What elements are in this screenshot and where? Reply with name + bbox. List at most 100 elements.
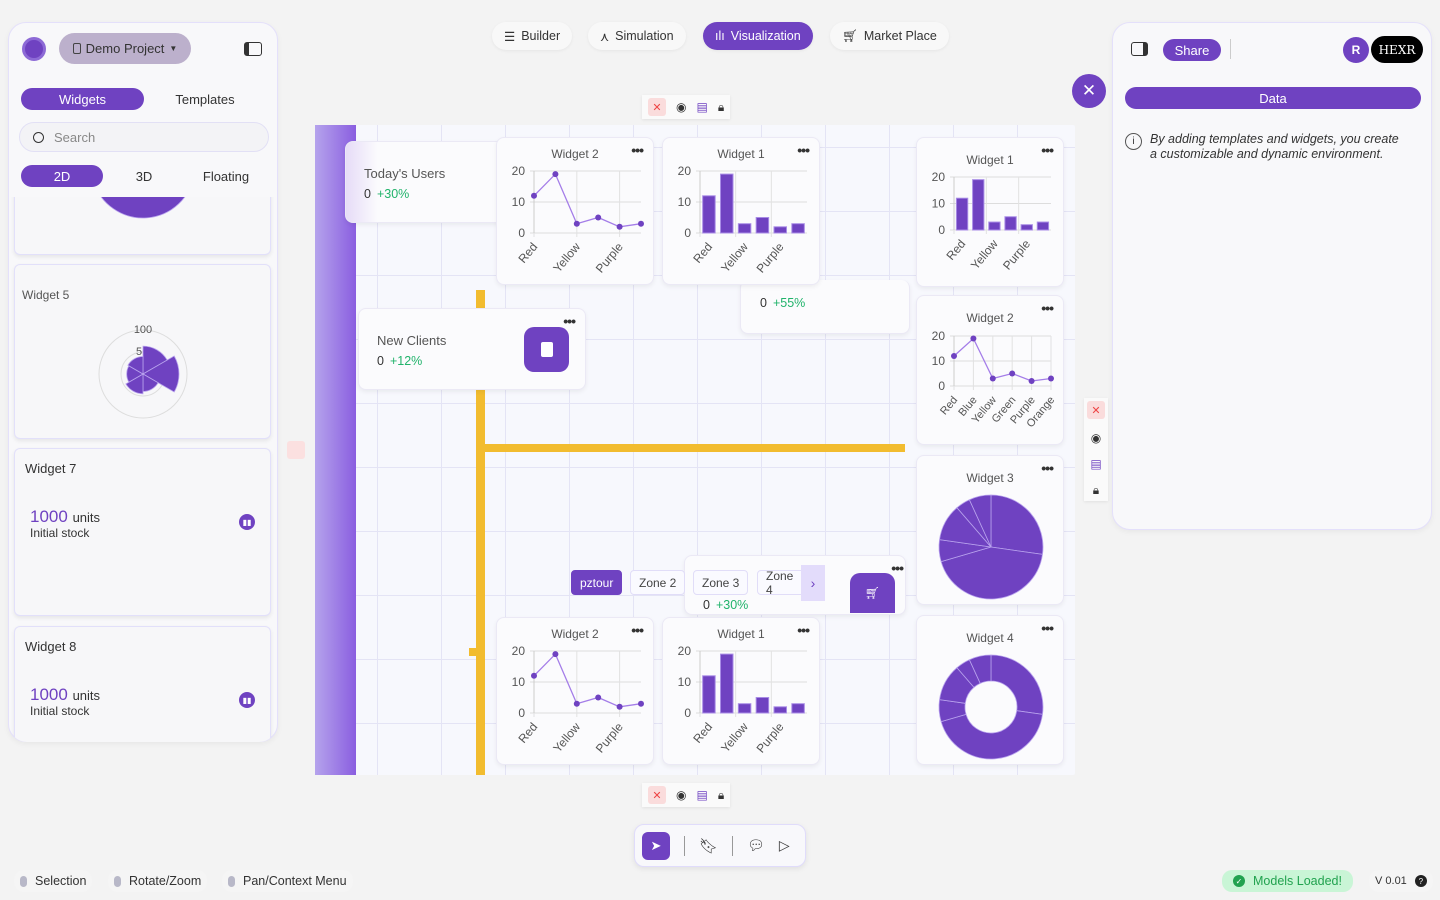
tab-templates[interactable]: Templates (175, 91, 235, 107)
project-dropdown[interactable]: Demo Project ▼ (59, 33, 191, 64)
more-icon[interactable]: ••• (1041, 300, 1054, 316)
stock-caption: Initial stock (30, 704, 90, 718)
widget-card-5[interactable]: Widget 5 100 5 (14, 264, 271, 439)
models-status: Models Loaded! (1253, 874, 1342, 888)
help-icon[interactable]: ? (1414, 875, 1427, 887)
zones-next-button[interactable]: › (801, 565, 825, 601)
x-tick-label: Purple (593, 720, 626, 756)
doughnut-chart (938, 654, 1044, 760)
tab-widgets[interactable]: Widgets (21, 88, 144, 110)
hint-rotate-zoom: Rotate/Zoom (108, 870, 208, 892)
widget-3-card[interactable]: Widget 3 ••• (916, 455, 1064, 605)
bookmark-icon[interactable]: 🔖︎ (699, 837, 719, 855)
document-icon (524, 327, 569, 372)
zone-3[interactable]: Zone 3 (693, 570, 749, 595)
canvas-toolbar-bottom: ✕ ◉ ▤ 🔒︎ (642, 783, 731, 807)
kpi-todays-users[interactable]: Today's Users 0 +30% (345, 141, 505, 223)
more-icon[interactable]: ••• (631, 142, 644, 158)
bar (955, 197, 969, 231)
widget-title: Widget 4 (966, 631, 1014, 645)
more-icon[interactable]: ••• (1041, 142, 1054, 158)
widget-1-card-right[interactable]: Widget 1 ••• 0 10 20 Red Yellow Purple (916, 137, 1064, 287)
pie-slice (100, 197, 186, 219)
kpi-value: 0 +12% (377, 354, 446, 368)
sidebar-toggle-icon[interactable] (244, 42, 262, 56)
data-point (616, 703, 623, 710)
nav-label: Visualization (730, 29, 801, 43)
nav-market-place[interactable]: 🛒︎ Market Place (830, 22, 949, 50)
bottom-toolbar: ➤ 🔖︎ 💬︎ ▷ (634, 824, 806, 867)
zone-pztour[interactable]: pztour (571, 570, 623, 595)
more-icon[interactable]: ••• (797, 622, 810, 638)
eye-icon[interactable]: ◉ (1090, 431, 1102, 445)
kpi-new-clients[interactable]: ••• New Clients 0 +12% (358, 308, 586, 390)
layers-icon[interactable]: ▤ (1090, 457, 1102, 471)
polar-tick-label: 5 (136, 346, 142, 358)
eye-icon[interactable]: ◉ (676, 788, 687, 802)
tab-data[interactable]: Data (1125, 87, 1421, 109)
widget-1-card-bottom[interactable]: Widget 1 ••• 0 10 20 Red Yellow Purple (662, 617, 820, 765)
widget-list[interactable]: Widget 5 100 5 Widget 7 1000 units Initia… (9, 197, 277, 742)
close-icon[interactable]: ✕ (648, 98, 666, 116)
play-icon[interactable]: ▷ (778, 837, 790, 853)
bar (988, 221, 1001, 231)
y-tick-label: 10 (678, 675, 692, 689)
value: 1000 (30, 685, 68, 704)
nav-builder[interactable]: ☰ Builder (492, 22, 573, 50)
cart-icon: 🛒︎ (842, 28, 858, 43)
widget-2-card[interactable]: Widget 2 ••• 0 10 20 Red Yellow Purple (496, 137, 654, 285)
pie-slice (990, 654, 1044, 715)
widget-2-card-right[interactable]: Widget 2 ••• 0 10 20 Red Blue Yellow Green Purple… (916, 295, 1064, 445)
mode-floating[interactable]: Floating (202, 168, 250, 184)
mode-2d[interactable]: 2D (21, 165, 103, 187)
collapse-handle[interactable] (287, 441, 305, 459)
wrench-icon: ✕ (1081, 81, 1097, 100)
widget-card-7[interactable]: Widget 7 1000 units Initial stock ▮▮ (14, 448, 271, 616)
data-point (989, 375, 996, 382)
layers-icon[interactable]: ▤ (696, 100, 708, 114)
bar-chart: 0 10 20 Red Yellow Purple (678, 644, 807, 756)
pie-slice (990, 494, 1044, 555)
more-icon[interactable]: ••• (563, 313, 576, 329)
data-point (638, 700, 644, 707)
zone-4[interactable]: Zone 4 (757, 570, 807, 595)
widget-title: Widget 8 (25, 639, 77, 654)
lock-icon[interactable]: 🔒︎ (717, 99, 725, 114)
more-icon[interactable]: ••• (891, 560, 904, 576)
mode-3d[interactable]: 3D (135, 168, 153, 184)
zone-2[interactable]: Zone 2 (630, 570, 686, 595)
data-point (951, 353, 957, 359)
panel-toggle-icon[interactable] (1131, 42, 1148, 56)
share-button[interactable]: Share (1163, 39, 1221, 61)
kpi-card-3[interactable]: 0 +55% (740, 280, 910, 334)
close-icon[interactable]: ✕ (648, 786, 666, 804)
lock-icon[interactable]: 🔒︎ (1092, 483, 1100, 497)
widget-card-donut[interactable] (14, 197, 271, 255)
more-icon[interactable]: ••• (631, 622, 644, 638)
lock-icon[interactable]: 🔒︎ (717, 787, 725, 802)
nav-visualization[interactable]: ılı Visualization (703, 22, 813, 50)
comment-icon[interactable]: 💬︎ (747, 837, 765, 853)
eye-icon[interactable]: ◉ (676, 100, 687, 114)
unit: units (72, 688, 101, 703)
y-tick-label: 20 (512, 164, 526, 178)
pointer-tool-icon[interactable]: ➤ (642, 831, 670, 860)
layers-icon[interactable]: ▤ (696, 788, 708, 802)
widget-title: Widget 3 (966, 471, 1014, 485)
more-icon[interactable]: ••• (797, 142, 810, 158)
close-icon[interactable]: ✕ (1087, 401, 1105, 419)
app-logo-icon[interactable] (22, 37, 46, 61)
more-icon[interactable]: ••• (1041, 460, 1054, 476)
tools-button[interactable]: ✕ (1072, 74, 1106, 108)
avatar[interactable]: R (1343, 37, 1369, 63)
nav-simulation[interactable]: ⋏ Simulation (588, 22, 686, 50)
y-tick-label: 10 (678, 195, 692, 209)
project-name: Demo Project (85, 41, 165, 56)
more-icon[interactable]: ••• (1041, 620, 1054, 636)
hint-label: Selection (35, 874, 87, 888)
widget-1-card[interactable]: Widget 1 ••• 0 10 20 Red Yellow Purple (662, 137, 820, 285)
widget-4-card[interactable]: Widget 4 ••• (916, 615, 1064, 765)
widget-2-card-bottom[interactable]: Widget 2 ••• 0 10 20 Red Yellow Purple (496, 617, 654, 765)
search-input[interactable]: Search (19, 122, 269, 152)
widget-card-8[interactable]: Widget 8 1000 units Initial stock ▮▮ (14, 626, 271, 742)
